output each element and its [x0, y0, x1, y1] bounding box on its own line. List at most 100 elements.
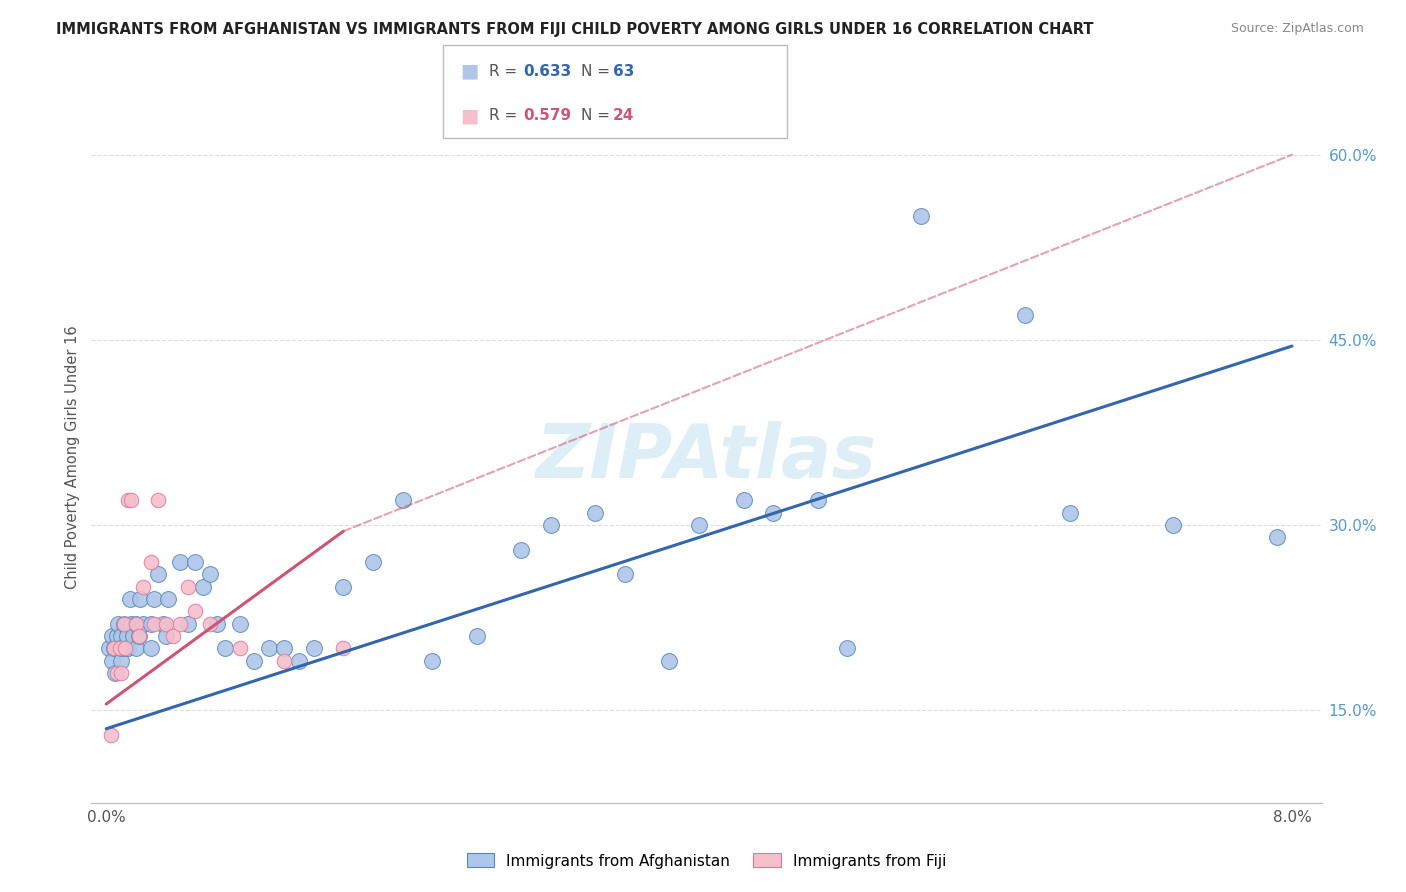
Point [125, 616, 148, 631]
Point [198, 616, 221, 631]
Point [157, 592, 180, 607]
Text: Source: ZipAtlas.com: Source: ZipAtlas.com [1230, 22, 1364, 36]
Point [120, 616, 142, 631]
Text: N =: N = [581, 64, 614, 78]
Text: 0.633: 0.633 [523, 64, 571, 78]
Point [129, 592, 152, 607]
Point [152, 616, 174, 631]
Point [191, 580, 214, 594]
Point [103, 641, 125, 656]
Point [273, 641, 295, 656]
Point [120, 493, 142, 508]
Point [110, 641, 132, 656]
Point [98, 641, 121, 656]
Text: ■: ■ [460, 62, 478, 81]
Point [733, 493, 755, 508]
Point [112, 616, 135, 631]
Point [125, 616, 148, 631]
Point [162, 629, 184, 643]
Point [128, 629, 150, 643]
Point [510, 542, 533, 557]
Point [117, 493, 139, 508]
Point [142, 592, 165, 607]
Point [540, 518, 562, 533]
Text: 24: 24 [613, 109, 634, 123]
Point [332, 641, 354, 656]
Point [807, 493, 830, 508]
Point [177, 580, 200, 594]
Point [583, 506, 606, 520]
Point [105, 629, 128, 643]
Point [107, 616, 129, 631]
Point [142, 616, 165, 631]
Point [108, 641, 131, 656]
Point [184, 555, 207, 569]
Point [688, 518, 710, 533]
Point [243, 654, 266, 668]
Point [465, 629, 488, 643]
Point [762, 506, 785, 520]
Point [391, 493, 413, 508]
Point [146, 493, 169, 508]
Text: R =: R = [489, 109, 523, 123]
Point [837, 641, 859, 656]
Point [101, 654, 124, 668]
Point [100, 728, 122, 742]
Point [132, 580, 155, 594]
Text: N =: N = [581, 109, 614, 123]
Point [110, 666, 132, 681]
Point [146, 567, 169, 582]
Point [228, 641, 250, 656]
Point [139, 555, 162, 569]
Point [184, 604, 207, 618]
Text: IMMIGRANTS FROM AFGHANISTAN VS IMMIGRANTS FROM FIJI CHILD POVERTY AMONG GIRLS UN: IMMIGRANTS FROM AFGHANISTAN VS IMMIGRANT… [56, 22, 1094, 37]
Point [132, 616, 155, 631]
Text: 63: 63 [613, 64, 634, 78]
Point [107, 641, 129, 656]
Point [155, 616, 177, 631]
Point [118, 592, 141, 607]
Point [110, 629, 132, 643]
Point [128, 629, 150, 643]
Point [169, 616, 191, 631]
Point [177, 616, 200, 631]
Point [105, 666, 128, 681]
Point [139, 641, 162, 656]
Point [117, 641, 139, 656]
Point [302, 641, 325, 656]
Point [288, 654, 311, 668]
Text: ZIPAtlas: ZIPAtlas [536, 421, 877, 493]
Point [169, 555, 191, 569]
Point [214, 641, 236, 656]
Point [361, 555, 384, 569]
Point [125, 641, 148, 656]
Legend: Immigrants from Afghanistan, Immigrants from Fiji: Immigrants from Afghanistan, Immigrants … [461, 847, 952, 875]
Point [273, 654, 295, 668]
Point [155, 629, 177, 643]
Point [420, 654, 443, 668]
Point [614, 567, 637, 582]
Point [114, 641, 136, 656]
Point [228, 616, 250, 631]
Point [122, 629, 145, 643]
Point [658, 654, 681, 668]
Point [115, 629, 138, 643]
Point [104, 666, 127, 681]
Text: ■: ■ [460, 106, 478, 126]
Point [101, 629, 124, 643]
Y-axis label: Child Poverty Among Girls Under 16: Child Poverty Among Girls Under 16 [65, 326, 80, 589]
Point [1014, 308, 1036, 322]
Text: 0.579: 0.579 [523, 109, 571, 123]
Point [103, 641, 125, 656]
Point [910, 210, 932, 224]
Point [207, 616, 229, 631]
Point [332, 580, 354, 594]
Point [110, 654, 132, 668]
Point [1265, 530, 1288, 544]
Text: R =: R = [489, 64, 523, 78]
Point [139, 616, 162, 631]
Point [112, 616, 135, 631]
Point [198, 567, 221, 582]
Point [1059, 506, 1081, 520]
Point [259, 641, 281, 656]
